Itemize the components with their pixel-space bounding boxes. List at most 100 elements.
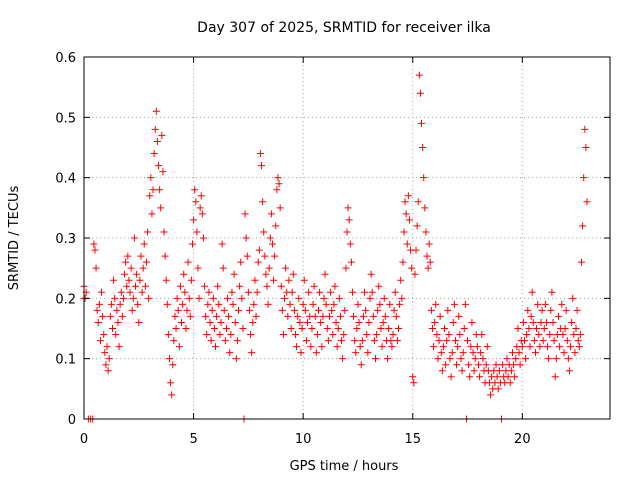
- data-point: [563, 337, 571, 345]
- data-point: [175, 343, 183, 351]
- data-point: [264, 300, 272, 308]
- data-point: [259, 198, 267, 206]
- data-point: [436, 312, 444, 320]
- data-point: [403, 240, 411, 248]
- data-point: [445, 331, 453, 339]
- data-point: [302, 337, 310, 345]
- data-point: [273, 186, 281, 194]
- data-point: [374, 306, 382, 314]
- data-point: [262, 270, 270, 278]
- data-point: [414, 198, 422, 206]
- data-point: [539, 337, 547, 345]
- data-point: [522, 355, 530, 363]
- data-point: [290, 306, 298, 314]
- data-point: [227, 331, 235, 339]
- y-tick-label: 0.2: [55, 292, 76, 307]
- data-point: [150, 150, 158, 158]
- data-point: [413, 222, 421, 230]
- data-point: [487, 391, 495, 399]
- data-point: [101, 349, 109, 357]
- data-point: [299, 300, 307, 308]
- data-point: [186, 312, 194, 320]
- data-point: [339, 355, 347, 363]
- data-point: [92, 264, 100, 272]
- data-point: [441, 325, 449, 332]
- data-point: [533, 325, 541, 332]
- data-point: [528, 288, 536, 296]
- data-point: [221, 337, 229, 345]
- axis-ticks: 0 0.1 0.2 0.3 0.4 0.5 0.6 0 5 10 15 20: [55, 51, 610, 447]
- data-point: [164, 331, 172, 339]
- data-point: [245, 306, 253, 314]
- data-point: [412, 246, 420, 254]
- data-point: [478, 331, 486, 339]
- data-point: [281, 294, 289, 302]
- data-point: [192, 198, 200, 206]
- data-point: [285, 276, 293, 284]
- y-tick-label: 0: [68, 413, 76, 428]
- data-point: [443, 337, 451, 345]
- data-point: [243, 252, 251, 260]
- data-point: [96, 337, 104, 345]
- data-point: [209, 294, 217, 302]
- data-point: [182, 325, 190, 332]
- data-point: [568, 318, 576, 326]
- data-point: [322, 300, 330, 308]
- data-point: [256, 150, 264, 158]
- data-point: [168, 391, 176, 399]
- data-point: [199, 234, 207, 242]
- data-point: [99, 312, 107, 320]
- data-point: [467, 343, 475, 351]
- data-point: [442, 361, 450, 369]
- data-point: [207, 337, 215, 345]
- data-point: [438, 367, 446, 375]
- data-point: [426, 258, 434, 266]
- data-point: [531, 349, 539, 357]
- data-point: [215, 300, 223, 308]
- data-point: [161, 252, 169, 260]
- data-point: [529, 318, 537, 326]
- data-point: [311, 312, 319, 320]
- data-point: [347, 258, 355, 266]
- data-point: [354, 300, 362, 308]
- data-point: [204, 300, 212, 308]
- data-point: [277, 282, 285, 290]
- data-point: [540, 325, 548, 332]
- data-point: [206, 318, 214, 326]
- data-point: [560, 349, 568, 357]
- data-point: [571, 349, 579, 357]
- data-point: [455, 312, 463, 320]
- data-point: [270, 276, 278, 284]
- data-point: [453, 361, 461, 369]
- data-point: [286, 300, 294, 308]
- data-point: [523, 331, 531, 339]
- data-point: [315, 306, 323, 314]
- data-point: [516, 361, 524, 369]
- data-point: [558, 300, 566, 308]
- data-point: [334, 325, 342, 332]
- data-point: [130, 234, 138, 242]
- data-point: [254, 258, 262, 266]
- data-point: [345, 216, 353, 224]
- data-point: [536, 343, 544, 351]
- data-point: [357, 361, 365, 369]
- data-point: [427, 306, 435, 314]
- data-point: [318, 343, 326, 351]
- data-point: [377, 325, 385, 332]
- data-point: [471, 355, 479, 363]
- data-point: [201, 282, 209, 290]
- data-point: [203, 331, 211, 339]
- data-point: [583, 198, 591, 206]
- data-point: [135, 318, 143, 326]
- data-point: [351, 337, 359, 345]
- data-point: [293, 343, 301, 351]
- data-point: [304, 318, 312, 326]
- data-point: [408, 264, 416, 272]
- data-point: [395, 325, 403, 332]
- data-point: [253, 288, 261, 296]
- data-point: [581, 125, 589, 133]
- data-point: [172, 325, 180, 332]
- data-point: [324, 337, 332, 345]
- data-point: [446, 355, 454, 363]
